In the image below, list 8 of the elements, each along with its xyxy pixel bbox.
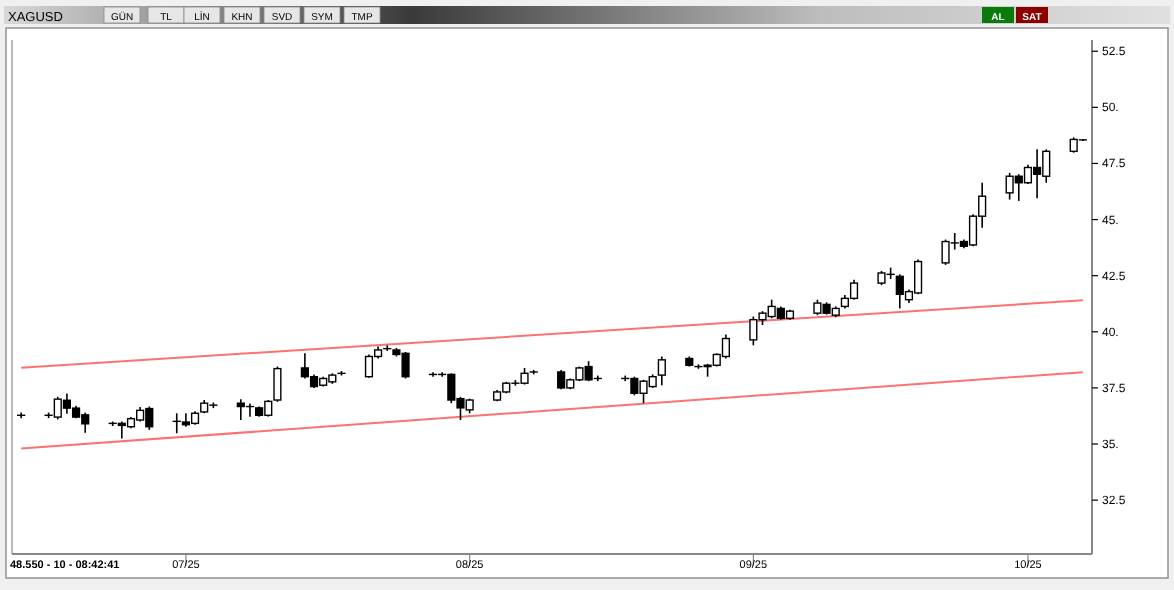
candlestick xyxy=(62,392,72,415)
candlestick xyxy=(1023,164,1033,185)
candlestick xyxy=(273,365,282,403)
candlestick xyxy=(721,333,730,360)
candlestick xyxy=(1032,148,1042,200)
candlestick xyxy=(849,278,859,301)
candlestick xyxy=(657,355,666,387)
candlestick xyxy=(364,353,374,379)
